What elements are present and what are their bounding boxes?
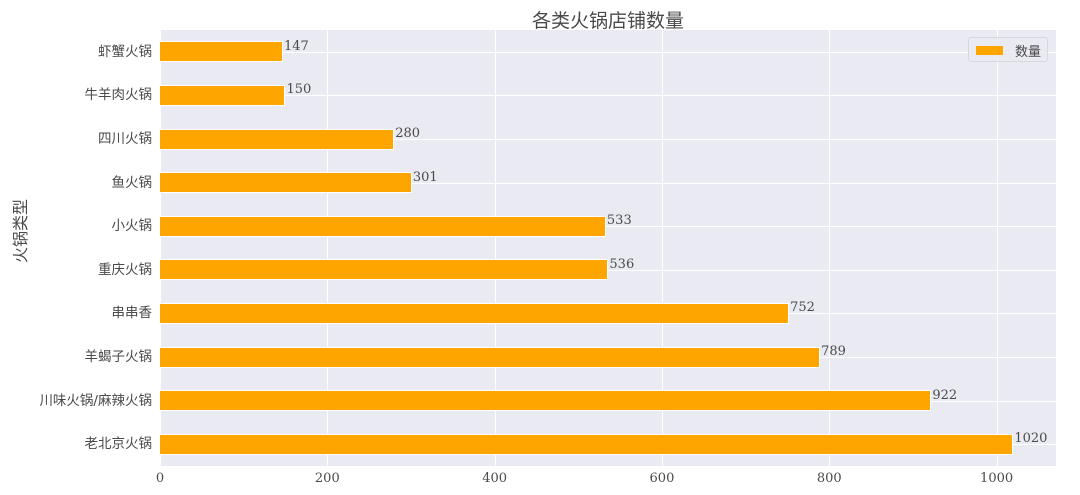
x-gridline (327, 30, 329, 466)
y-category-label: 虾蟹火锅 (98, 43, 152, 60)
bar-value-label: 752 (790, 300, 815, 316)
x-tick-label: 600 (649, 471, 675, 486)
chart-title: 各类火锅店铺数量 (531, 10, 684, 32)
bar-value-label: 280 (395, 126, 421, 141)
y-gridline (160, 95, 1056, 97)
y-category-label: 四川火锅 (98, 131, 152, 147)
bar (160, 215, 606, 237)
y-category-label: 川味火锅/麻辣火锅 (39, 392, 152, 409)
bar-value-label: 150 (286, 82, 312, 98)
bar-value-label: 533 (606, 213, 632, 229)
y-category-label: 串串香 (111, 305, 153, 322)
y-gridline (160, 51, 1056, 53)
y-category-label: 牛羊肉火锅 (84, 87, 153, 104)
bar (160, 259, 609, 281)
plot-area: 147 150 280 301 533 536 752 789 922 1020 (160, 30, 1056, 466)
bar (160, 433, 1014, 455)
bar-value-label: 1020 (1014, 431, 1048, 447)
x-gridline (996, 30, 998, 466)
bar (160, 302, 790, 324)
bar (160, 128, 395, 150)
legend: 数量 (968, 37, 1048, 62)
legend-label: 数量 (1015, 45, 1042, 60)
x-gridline (661, 30, 663, 466)
x-tick-label: 800 (816, 471, 842, 486)
y-gridline (160, 139, 1056, 140)
x-tick-label: 1000 (980, 471, 1014, 486)
bar (160, 346, 821, 368)
x-tick-label: 400 (482, 471, 508, 486)
x-tick-label: 0 (155, 471, 165, 486)
y-category-label: 鱼火锅 (111, 174, 153, 191)
bar (160, 84, 286, 106)
x-gridline (829, 30, 831, 466)
bar (160, 172, 412, 194)
x-gridline (494, 30, 496, 466)
bar (160, 390, 932, 412)
legend-swatch (976, 46, 1003, 55)
y-gridline (160, 226, 1056, 228)
x-tick-label: 200 (314, 471, 340, 486)
y-gridline (160, 182, 1056, 184)
y-category-label: 小火锅 (111, 218, 153, 235)
bar-value-label: 147 (283, 38, 309, 54)
y-category-label: 重庆火锅 (98, 261, 152, 278)
y-category-label: 老北京火锅 (84, 436, 153, 453)
bar-value-label: 922 (932, 387, 958, 403)
y-axis-label: 火锅类型 (11, 198, 30, 263)
x-gridline (160, 30, 161, 466)
y-category-label: 羊蝎子火锅 (84, 349, 153, 365)
bar-value-label: 789 (821, 344, 846, 359)
bar-value-label: 536 (609, 256, 635, 272)
bar-value-label: 301 (412, 169, 438, 185)
bar (160, 41, 283, 63)
